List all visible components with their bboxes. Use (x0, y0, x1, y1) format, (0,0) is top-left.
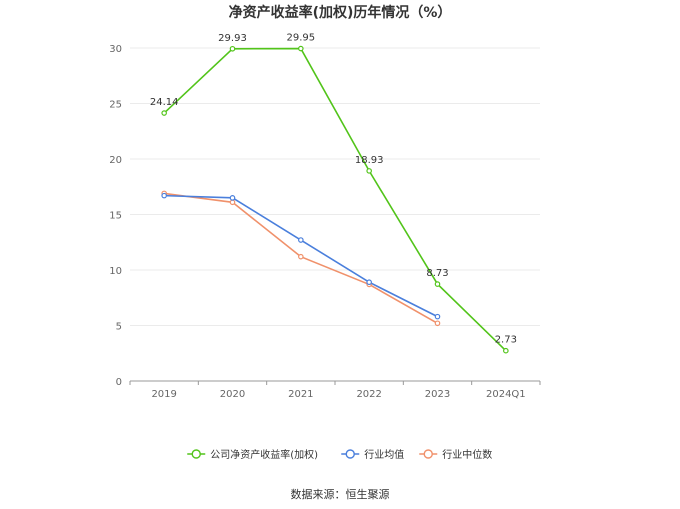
data-source: 数据来源：恒生聚源 (290, 488, 390, 501)
data-point (366, 168, 372, 174)
data-label: 8.73 (426, 268, 448, 279)
data-point (434, 281, 441, 287)
data-point (434, 320, 441, 327)
data-point (366, 279, 372, 286)
data-point (298, 253, 304, 260)
x-tick-label: 2024Q1 (486, 389, 526, 400)
y-tick-label: 20 (109, 155, 122, 166)
data-point (229, 45, 236, 52)
data-label: 2.73 (495, 335, 517, 346)
data-point (434, 313, 441, 320)
x-tick-label: 2019 (151, 389, 176, 400)
y-tick-label: 10 (109, 266, 122, 277)
x-axis: 2019 2020 2021 2022 2023 2024Q1 (129, 380, 541, 400)
y-tick-label: 0 (116, 377, 122, 388)
data-label: 29.95 (287, 33, 316, 44)
series-lines (163, 47, 507, 352)
data-point (229, 195, 236, 201)
x-tick-label: 2020 (220, 389, 245, 400)
data-point (229, 199, 236, 206)
data-label: 29.93 (218, 33, 247, 44)
grid-lines (130, 47, 540, 326)
x-tick-label: 2022 (356, 389, 381, 400)
data-point (298, 237, 304, 243)
legend-label: 行业中位数 (442, 448, 492, 461)
y-tick-label: 30 (109, 44, 122, 55)
series-points (161, 45, 509, 354)
legend-marker (423, 449, 433, 459)
legend: 公司净资产收益率(加权) 行业均值 行业中位数 (187, 448, 492, 461)
data-point (298, 45, 304, 52)
x-tick-label: 2021 (288, 389, 313, 400)
data-labels: 24.14 29.93 29.95 18.93 8.73 2.73 (150, 33, 517, 346)
data-label: 24.14 (150, 97, 179, 108)
data-label: 18.93 (355, 155, 384, 166)
legend-marker (191, 449, 201, 459)
y-axis: 0 5 10 15 20 25 30 (109, 44, 122, 388)
legend-label: 公司净资产收益率(加权) (210, 448, 318, 461)
legend-marker (345, 449, 355, 459)
x-tick-label: 2023 (425, 389, 450, 400)
legend-label: 行业均值 (364, 448, 404, 461)
data-point (503, 347, 509, 354)
data-point (161, 192, 167, 199)
series-line (163, 47, 507, 352)
chart-title: 净资产收益率(加权)历年情况（%） (228, 5, 452, 21)
y-tick-label: 25 (109, 100, 122, 111)
y-tick-label: 15 (109, 211, 122, 222)
data-point (161, 110, 167, 116)
y-tick-label: 5 (116, 322, 122, 333)
